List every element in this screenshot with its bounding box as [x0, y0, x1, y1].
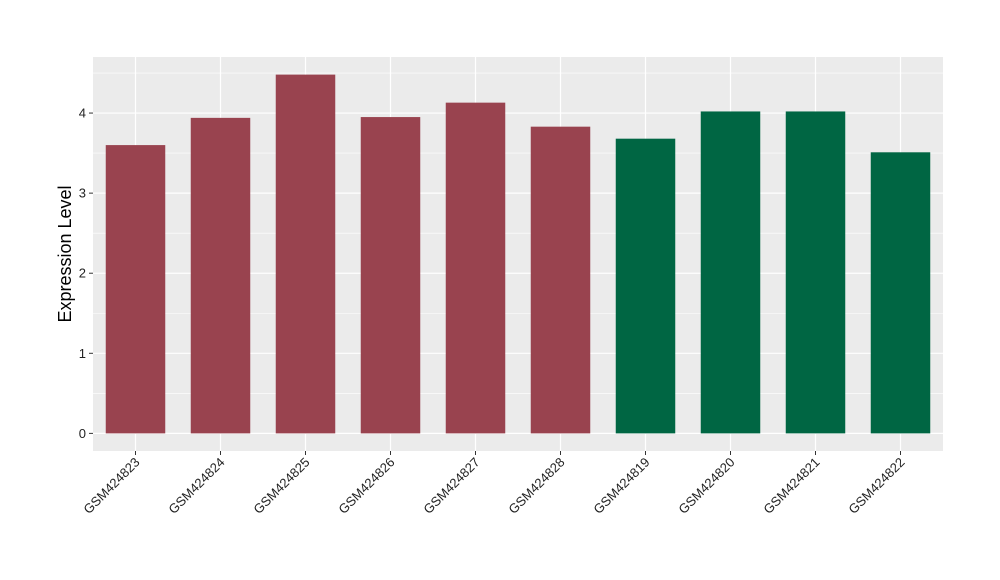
y-tick-label: 3: [79, 186, 86, 201]
y-tick-label: 0: [79, 426, 86, 441]
x-tick-label: GSM424828: [505, 455, 567, 517]
bar-GSM424819: [615, 138, 676, 434]
bars: [105, 74, 931, 434]
x-tick-label: GSM424820: [675, 455, 737, 517]
x-tick-label: GSM424824: [165, 455, 227, 517]
bar-GSM424822: [870, 152, 931, 434]
y-tick-label: 1: [79, 346, 86, 361]
x-axis: GSM424823 GSM424824 GSM424825 GSM424826 GSM4…: [80, 451, 908, 517]
x-tick-label: GSM424819: [590, 455, 652, 517]
bar-GSM424825: [275, 74, 336, 434]
x-tick-label: GSM424821: [760, 455, 822, 517]
bar-GSM424826: [360, 117, 421, 434]
bar-GSM424820: [700, 111, 761, 434]
x-tick-label: GSM424827: [420, 455, 482, 517]
bar-GSM424821: [785, 111, 846, 434]
y-tick-label: 2: [79, 266, 86, 281]
bar-GSM424827: [445, 102, 506, 434]
x-tick-label: GSM424825: [250, 455, 312, 517]
y-axis: 0 1 2 3 4: [79, 106, 93, 441]
y-tick-label: 4: [79, 106, 86, 121]
bar-GSM424828: [530, 126, 591, 434]
y-axis-title: Expression Level: [55, 185, 75, 322]
bar-GSM424824: [190, 117, 251, 434]
x-tick-label: GSM424822: [845, 455, 907, 517]
x-tick-label: GSM424823: [80, 455, 142, 517]
x-tick-label: GSM424826: [335, 455, 397, 517]
bar-GSM424823: [105, 145, 166, 434]
